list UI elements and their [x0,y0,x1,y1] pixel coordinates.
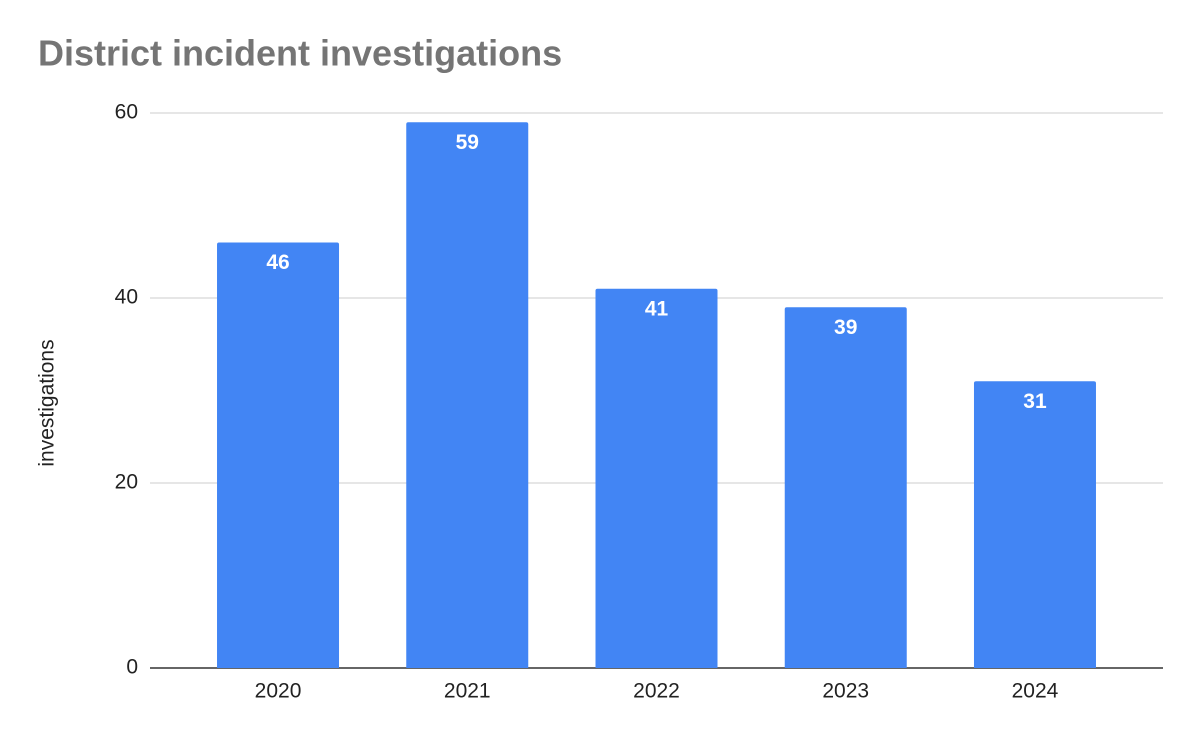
value-label: 41 [645,297,669,320]
y-tick-label: 0 [126,656,138,679]
x-tick-label: 2021 [444,680,491,703]
bar [217,242,340,668]
y-axis-label: investigations [36,339,59,466]
x-tick-label: 2024 [1012,680,1059,703]
x-tick-label: 2023 [822,680,869,703]
value-label: 59 [456,131,479,154]
chart-title: District incident investigations [38,33,562,74]
y-tick-label: 40 [115,286,138,309]
value-label: 39 [834,316,857,339]
value-label: 46 [266,251,289,274]
bar [595,288,718,668]
bar [406,122,529,668]
value-label: 31 [1023,390,1047,413]
y-tick-label: 20 [115,471,138,494]
bar [784,307,907,668]
x-tick-label: 2022 [633,680,680,703]
bar [973,381,1096,668]
x-tick-label: 2020 [255,680,302,703]
y-tick-label: 60 [115,101,138,124]
